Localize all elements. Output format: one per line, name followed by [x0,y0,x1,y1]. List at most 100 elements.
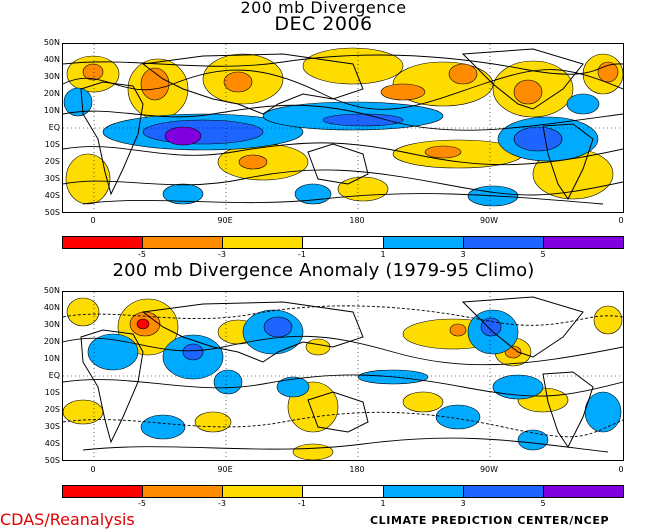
contour-line [63,335,623,366]
region-light-blue [162,183,204,205]
region-yellow [402,391,444,413]
region-light-blue [566,93,600,115]
region-blue [513,126,563,152]
region-yellow [66,297,100,327]
region-blue [263,316,293,338]
region-purple [164,126,202,146]
colorbar-swatch [382,237,463,248]
region-yellow [302,47,404,85]
colorbar-tick: 3 [460,250,466,259]
colorbar-swatch [462,486,543,497]
region-light-blue [63,87,93,117]
eurasia-coast [141,53,364,115]
region-blue [142,119,264,145]
map1-lat-label: 10S [44,140,60,149]
colorbar-swatch [382,486,463,497]
region-light-blue [276,376,310,398]
region-orange [82,63,104,81]
colorbar-swatch [542,486,623,497]
map2-lat-label: 10N [43,354,60,363]
map2-lat-label: 50N [43,286,60,295]
map1-lon-label: 180 [349,216,365,225]
map1-lon-label: 90E [217,216,233,225]
map1-colorbar [62,236,624,249]
region-orange [513,79,543,105]
colorbar-swatch [222,486,303,497]
contour-line [63,142,623,166]
colorbar-swatch [302,486,383,497]
colorbar-tick: -5 [138,250,146,259]
divergence-contours [63,54,623,205]
north-america-coast [461,48,584,110]
eurasia-coast [141,301,364,363]
colorbar-swatch [142,237,223,248]
region-orange [424,145,462,159]
colorbar-swatch [63,237,143,248]
south-america-coast [542,371,594,448]
map2-grid [63,292,623,460]
colorbar-tick: -3 [218,499,226,508]
region-light-blue [492,374,544,400]
map2-lon-label: 0 [90,465,96,474]
map1-lat-label: 50N [43,38,60,47]
map2-lat-label: 20S [44,405,60,414]
region-blue [480,317,502,337]
contour-line [63,411,623,438]
colorbar-swatch [142,486,223,497]
source-credit: CDAS/Reanalysis [0,510,135,529]
map2-lat-label: 30S [44,422,60,431]
contour-line [82,193,604,205]
africa-coast [80,81,144,196]
map2-lat-label: 40N [43,303,60,312]
region-orange [140,67,170,101]
region-orange [380,83,426,101]
map1-date: DEC 2006 [274,13,373,35]
map2-lat-label: 50S [44,456,60,465]
colorbar-tick: -3 [218,250,226,259]
map1-lat-label: 20S [44,157,60,166]
colorbar-tick: -1 [298,499,306,508]
north-america-coast [461,296,584,358]
south-america-coast [542,123,594,200]
region-yellow [292,443,334,460]
map2-lat-label: 40S [44,439,60,448]
colorbar-tick: -5 [138,499,146,508]
africa-coast [80,329,144,444]
colorbar-swatch [222,237,303,248]
map1-lat-label: 30N [43,72,60,81]
australia-coast [307,391,369,433]
region-yellow [593,305,623,335]
map2-colorbar [62,485,624,498]
region-light-blue [517,429,549,451]
anomaly-shading [63,297,623,460]
divergence-map-canvas [63,44,623,212]
colorbar-tick: 1 [380,499,386,508]
map1-title: 200 mb Divergence [240,0,407,17]
region-orange [449,323,467,337]
map1-lat-label: 50S [44,208,60,217]
map2-lat-label: 20N [43,337,60,346]
map1-lon-label: 0 [90,216,96,225]
region-orange [448,63,478,85]
region-yellow [337,176,389,202]
region-light-blue [87,333,139,371]
map2-title: 200 mb Divergence Anomaly (1979-95 Climo… [112,260,535,281]
contour-line [63,305,623,326]
map2-lat-label: 10S [44,388,60,397]
map1-lat-label: 10N [43,106,60,115]
region-light-blue [213,369,243,395]
anomaly-contours [63,305,623,453]
coastlines [80,48,594,200]
contour-line [63,374,623,397]
map2-lon-label: 90E [217,465,233,474]
region-yellow [194,411,232,433]
colorbar-tick: 5 [540,250,546,259]
colorbar-tick: 3 [460,499,466,508]
colorbar-swatch [302,237,383,248]
map1-lat-label: 40N [43,55,60,64]
agency-credit: CLIMATE PREDICTION CENTER/NCEP [370,514,610,527]
map2-lon-label: 0 [618,465,624,474]
contour-line [63,169,623,196]
region-light-blue [140,414,186,440]
contour-line [63,69,623,110]
